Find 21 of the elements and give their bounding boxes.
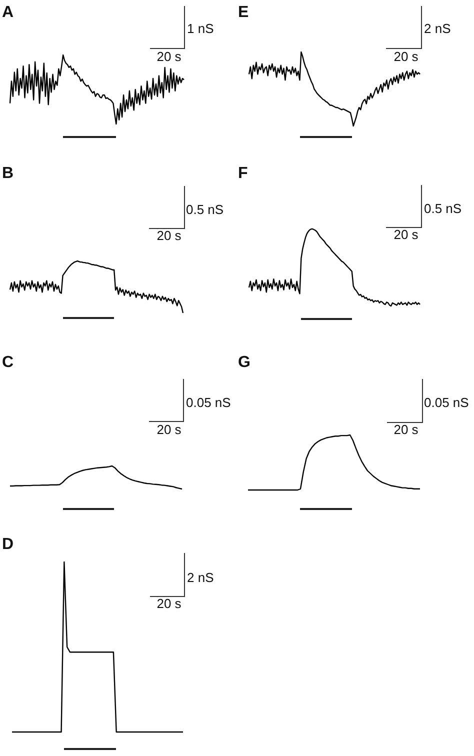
text: 2 nS: [424, 21, 451, 36]
text: 1 nS: [187, 21, 214, 36]
text: 0.5 nS: [186, 202, 224, 218]
text: 20 s: [156, 422, 182, 438]
chart-title: F: [238, 165, 248, 182]
text: 2 nS: [187, 570, 214, 586]
chart-title: E: [238, 4, 249, 21]
chart-title: A: [2, 4, 14, 21]
annotation: 20 s: [394, 49, 418, 64]
annotation: 20 s: [394, 227, 418, 242]
text: 20 s: [156, 228, 182, 244]
annotation: 20 s: [394, 422, 418, 438]
annotation: 20 s: [156, 596, 182, 612]
text: 0.5 nS: [424, 201, 462, 216]
annotation: 20 s: [156, 49, 182, 64]
text: 0.05 nS: [424, 395, 469, 410]
chart-title: D: [2, 536, 14, 553]
chart-title: B: [2, 165, 14, 182]
chart-title: G: [238, 354, 250, 371]
text: 0.05 nS: [186, 395, 231, 410]
chart-title: C: [2, 354, 14, 371]
